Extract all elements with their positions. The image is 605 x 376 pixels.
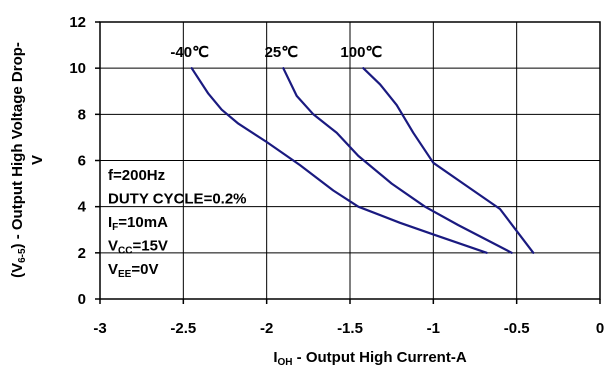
y-tick-label: 0 [78, 291, 86, 308]
x-tick-label: 0 [596, 320, 604, 337]
x-tick-label: -1 [427, 320, 440, 337]
y-axis-label: (V6-5) - Output High Voltage Drop- [9, 42, 28, 278]
y-tick-label: 6 [78, 153, 86, 170]
y-tick-label: 4 [78, 199, 87, 216]
grid-layer [100, 22, 600, 299]
y-tick-label: 12 [69, 14, 86, 31]
x-tick-label: -0.5 [504, 320, 530, 337]
y-tick-label: 10 [69, 60, 86, 77]
series-layer [190, 67, 535, 254]
x-tick-label: -2.5 [170, 320, 196, 337]
condition-label: VCC=15V [108, 238, 168, 257]
series-label: -40℃ [170, 44, 209, 61]
series-line [190, 67, 488, 254]
condition-label: DUTY CYCLE=0.2% [108, 191, 247, 208]
y-tick-label: 8 [78, 106, 86, 123]
series-label: 100℃ [340, 44, 382, 61]
series-line [362, 67, 535, 254]
x-tick-label: -2 [260, 320, 273, 337]
label-layer: -40℃ 25℃ 100℃ IOH - Output High Current-A (V… [9, 42, 467, 368]
condition-label: IF=10mA [108, 214, 168, 233]
series-label: 25℃ [265, 44, 299, 61]
y-tick-label: 2 [78, 245, 86, 262]
annotation-layer: f=200Hz DUTY CYCLE=0.2% IF=10mA VCC=15V VEE=… [108, 167, 247, 280]
condition-label: f=200Hz [108, 167, 165, 184]
tick-layer: -3 -2.5 -2 -1.5 -1 -0.5 0 0 2 4 6 8 10 12 [69, 14, 604, 337]
y-axis-label-line2: V [29, 155, 46, 165]
x-tick-label: -3 [93, 320, 106, 337]
series-line [282, 67, 513, 254]
condition-label: VEE=0V [108, 261, 158, 280]
x-axis-label: IOH - Output High Current-A [273, 349, 466, 368]
x-tick-label: -1.5 [337, 320, 363, 337]
